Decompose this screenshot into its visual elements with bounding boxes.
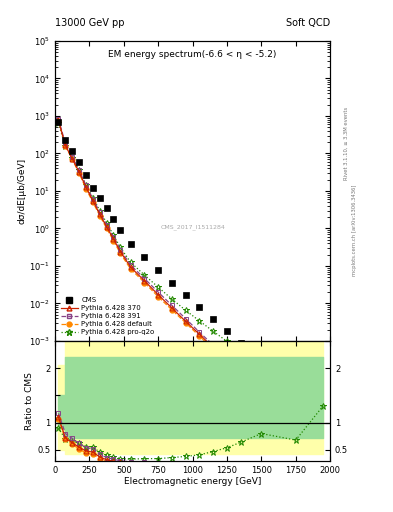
Y-axis label: Ratio to CMS: Ratio to CMS bbox=[25, 372, 34, 430]
Text: Soft QCD: Soft QCD bbox=[286, 18, 330, 28]
Text: Rivet 3.1.10, ≥ 3.3M events: Rivet 3.1.10, ≥ 3.3M events bbox=[344, 106, 349, 180]
Text: mcplots.cern.ch [arXiv:1306.3436]: mcplots.cern.ch [arXiv:1306.3436] bbox=[352, 185, 357, 276]
Legend: CMS, Pythia 6.428 370, Pythia 6.428 391, Pythia 6.428 default, Pythia 6.428 pro-: CMS, Pythia 6.428 370, Pythia 6.428 391,… bbox=[59, 295, 157, 337]
Text: CMS_2017_I1511284: CMS_2017_I1511284 bbox=[160, 224, 225, 230]
Y-axis label: dσ/dE[μb/GeV]: dσ/dE[μb/GeV] bbox=[17, 158, 26, 224]
Text: EM energy spectrum(-6.6 < η < -5.2): EM energy spectrum(-6.6 < η < -5.2) bbox=[108, 50, 277, 59]
Text: 13000 GeV pp: 13000 GeV pp bbox=[55, 18, 125, 28]
X-axis label: Electromagnetic energy [GeV]: Electromagnetic energy [GeV] bbox=[124, 477, 261, 486]
